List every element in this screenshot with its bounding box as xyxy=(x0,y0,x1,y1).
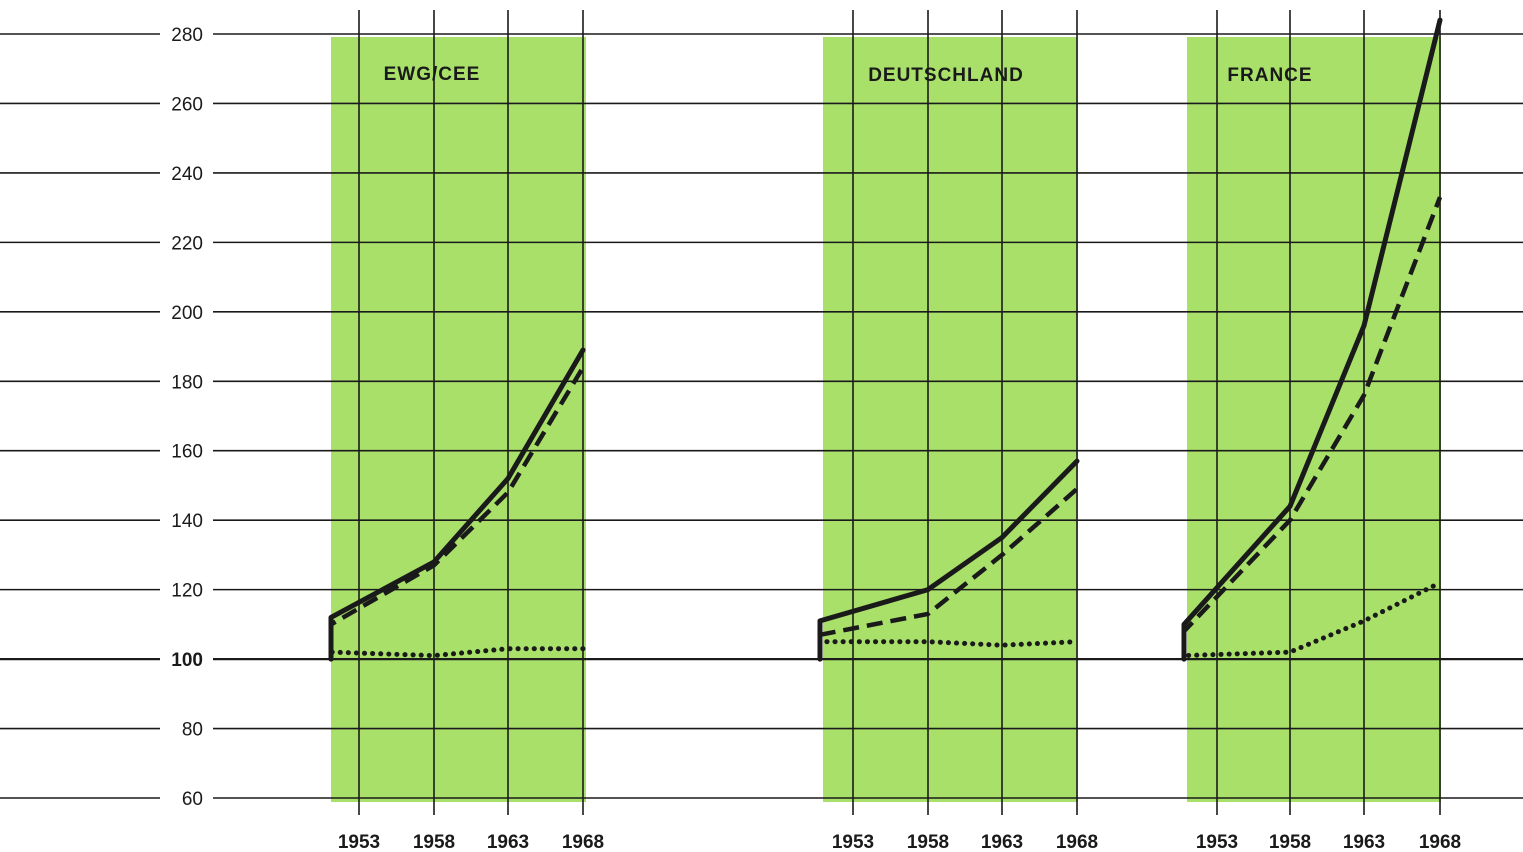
series-line-dashed xyxy=(328,366,585,660)
x-tick-label: 1958 xyxy=(1269,832,1311,852)
series-line-dashed xyxy=(817,487,1079,660)
x-tick-label: 1963 xyxy=(1343,832,1385,852)
series-lines xyxy=(328,17,1443,662)
panel-title: FRANCE xyxy=(1227,65,1312,86)
labels: 60 80 100 120 140 160 180 200 220 240 260 280 1953 19… xyxy=(171,25,1461,852)
series-line-solid xyxy=(1181,17,1443,662)
x-tick-label: 1963 xyxy=(981,832,1023,852)
panel-band-2 xyxy=(823,37,1078,802)
x-tick-label: 1968 xyxy=(562,832,604,852)
series-line-dotted xyxy=(817,639,1080,662)
gridlines xyxy=(0,10,1523,815)
y-tick-label: 60 xyxy=(182,789,203,810)
x-tick-label: 1968 xyxy=(1056,832,1098,852)
y-tick-label: 180 xyxy=(171,372,203,393)
y-tick-label: 140 xyxy=(171,511,203,532)
panel-backgrounds xyxy=(331,37,1441,802)
series-line-dotted xyxy=(328,646,586,662)
x-tick-label: 1953 xyxy=(338,832,380,852)
y-tick-label: 200 xyxy=(171,303,203,324)
y-tick-label: 100 xyxy=(171,650,203,671)
y-tick-label: 160 xyxy=(171,442,203,463)
y-tick-label: 80 xyxy=(182,720,203,741)
panel-title: EWG/CEE xyxy=(384,64,481,85)
series-line-dotted xyxy=(1181,580,1443,662)
y-tick-label: 220 xyxy=(171,233,203,254)
y-tick-label: 280 xyxy=(171,25,203,46)
series-line-dashed xyxy=(1181,196,1443,660)
y-tick-label: 260 xyxy=(171,94,203,115)
y-tick-label: 120 xyxy=(171,581,203,602)
x-tick-label: 1963 xyxy=(487,832,529,852)
panel-title: DEUTSCHLAND xyxy=(868,65,1024,86)
panel-band-1 xyxy=(331,37,586,802)
panel-band-3 xyxy=(1187,37,1441,802)
x-tick-label: 1968 xyxy=(1419,832,1461,852)
y-tick-label: 240 xyxy=(171,164,203,185)
x-tick-label: 1953 xyxy=(832,832,874,852)
x-tick-label: 1958 xyxy=(413,832,455,852)
x-tick-label: 1953 xyxy=(1196,832,1238,852)
x-tick-label: 1958 xyxy=(907,832,949,852)
